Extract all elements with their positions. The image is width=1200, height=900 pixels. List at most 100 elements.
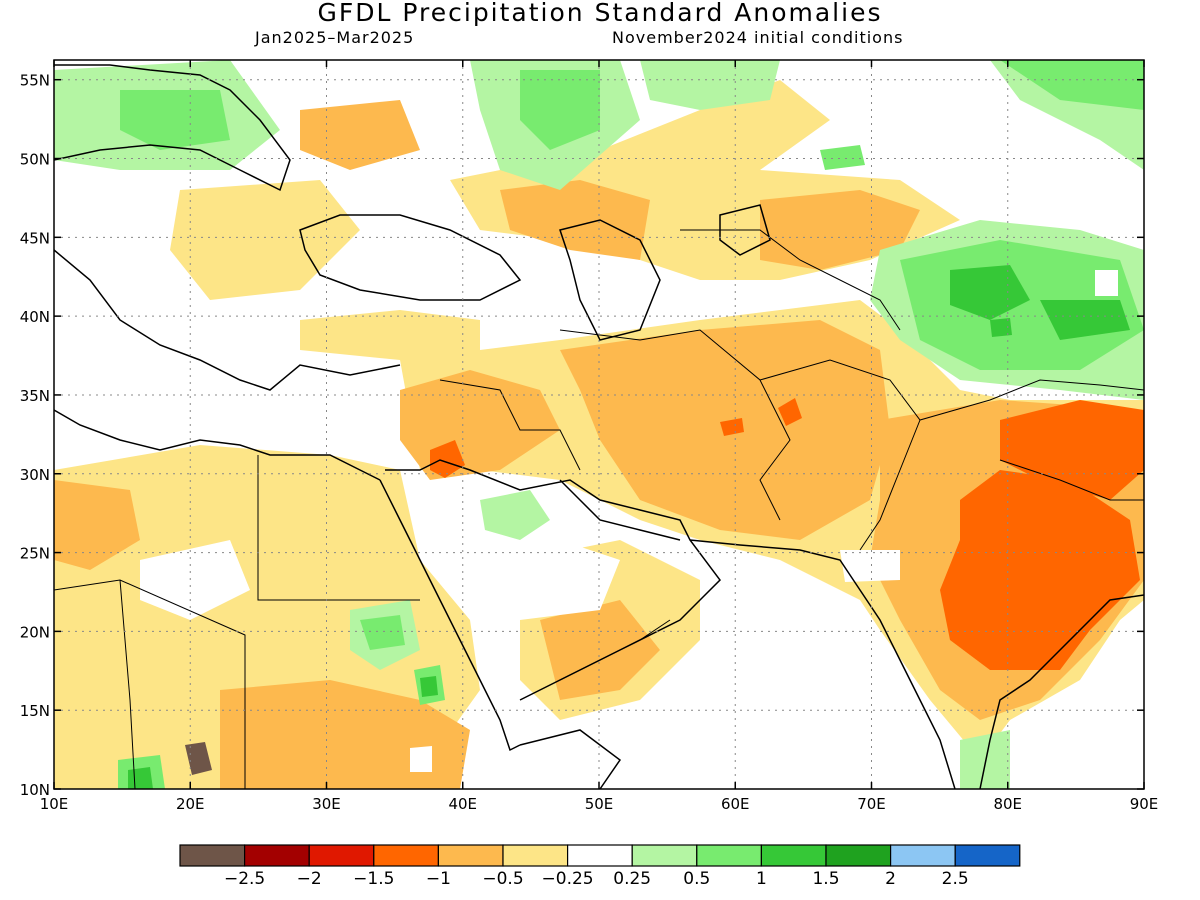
lon-tick-label: 50E (585, 795, 614, 813)
axis-ticks: 10E 20E 30E 40E 50E 60E 70E 80E 90E 10N 15N 20N 25N 3… (20, 60, 1159, 813)
colorbar-swatch (825, 844, 892, 867)
colorbar-swatch (373, 844, 439, 867)
lon-tick-label: 70E (857, 795, 886, 813)
anomaly-region (54, 480, 140, 570)
anomaly-region (128, 767, 153, 789)
colorbar-label: −2.5 (224, 869, 265, 889)
anomaly-region (1040, 300, 1130, 340)
anomaly-region (300, 310, 480, 360)
colorbar-swatch (244, 844, 310, 867)
anomaly-region (220, 680, 470, 789)
colorbar-swatch (696, 844, 762, 867)
lon-tick-label: 90E (1130, 795, 1159, 813)
border (257, 455, 420, 601)
anomaly-region (140, 540, 250, 620)
colorbar-swatch (954, 844, 1021, 867)
border (439, 379, 581, 471)
coastline (689, 539, 956, 789)
anomaly-region (185, 742, 212, 775)
anomaly-region (1000, 400, 1144, 500)
colorbar-swatch (179, 844, 246, 867)
border (119, 579, 136, 789)
anomaly-region (720, 418, 744, 436)
colorbar-swatch (760, 844, 827, 867)
border (999, 459, 1144, 501)
lat-tick-label: 10N (20, 781, 50, 799)
colorbar-swatch (502, 844, 569, 867)
colorbar-label: −1 (426, 869, 451, 889)
lat-tick-label: 35N (20, 387, 50, 405)
anomaly-region (640, 60, 780, 110)
anomaly-region (360, 615, 405, 650)
colorbar-label: 2 (885, 869, 896, 889)
lat-tick-label: 30N (20, 466, 50, 484)
lon-tick-label: 20E (176, 795, 205, 813)
colorbar-label: −1.5 (353, 869, 394, 889)
coastline (719, 204, 771, 256)
lon-tick-label: 40E (448, 795, 477, 813)
anomaly-region (170, 180, 360, 300)
lat-tick-label: 45N (20, 229, 50, 247)
anomaly-region (820, 145, 865, 170)
colorbar-label: 1 (756, 869, 767, 889)
lat-tick-label: 40N (20, 308, 50, 326)
coastline (54, 249, 401, 391)
anomaly-region (960, 730, 1010, 789)
coastline (54, 409, 381, 481)
anomaly-region (1095, 270, 1118, 296)
coastline (299, 214, 522, 301)
anomaly-region (778, 398, 802, 426)
coastline (559, 479, 681, 541)
colorbar-swatch (308, 844, 375, 867)
lon-tick-label: 30E (312, 795, 341, 813)
lat-tick-label: 55N (20, 72, 50, 90)
lon-tick-label: 10E (40, 795, 69, 813)
initial-conditions: November2024 initial conditions (612, 28, 904, 47)
anomaly-region (420, 676, 438, 697)
borders (54, 229, 1144, 789)
anomaly-region (410, 746, 432, 772)
colorbar: −2.5 −2 −1.5 −1 −0.5 −0.25 0.25 0.5 1 1.5 2 2.5 (179, 844, 1021, 889)
coastline (54, 64, 291, 192)
colorbar-label: −0.5 (482, 869, 523, 889)
map-title: GFDL Precipitation Standard Anomalies (317, 0, 883, 27)
anomaly-region (990, 318, 1012, 337)
lat-tick-label: 20N (20, 623, 50, 641)
colorbar-label: 1.5 (812, 869, 839, 889)
border (759, 359, 1144, 421)
lat-tick-label: 25N (20, 545, 50, 563)
colorbar-label: −2 (297, 869, 322, 889)
colorbar-swatch (631, 844, 698, 867)
anomaly-region (480, 490, 550, 540)
colorbar-label: 0.25 (613, 869, 651, 889)
colorbar-label: −0.25 (542, 869, 594, 889)
colorbar-label: 0.5 (683, 869, 710, 889)
coastline (979, 594, 1144, 789)
lat-tick-label: 50N (20, 151, 50, 169)
coastline (519, 729, 622, 789)
anomaly-region (1000, 60, 1144, 110)
anomaly-region (120, 90, 230, 150)
colorbar-swatch (566, 844, 633, 867)
anomaly-region (950, 265, 1030, 320)
anomaly-region (500, 180, 650, 260)
colorbar-swatch (889, 844, 956, 867)
lon-tick-label: 80E (993, 795, 1022, 813)
coastline (385, 459, 721, 701)
lat-tick-label: 15N (20, 702, 50, 720)
coastline (559, 219, 661, 341)
border (680, 229, 901, 331)
anomaly-field (54, 60, 1144, 789)
lon-tick-label: 60E (721, 795, 750, 813)
anomaly-region (470, 540, 620, 620)
border (559, 619, 671, 681)
colorbar-swatch (437, 844, 504, 867)
anomaly-region (520, 70, 600, 150)
coastline (379, 479, 521, 752)
border (54, 579, 246, 789)
anomaly-region (300, 100, 420, 170)
border (859, 419, 921, 551)
colorbar-label: 2.5 (942, 869, 969, 889)
anomaly-region (430, 440, 465, 478)
